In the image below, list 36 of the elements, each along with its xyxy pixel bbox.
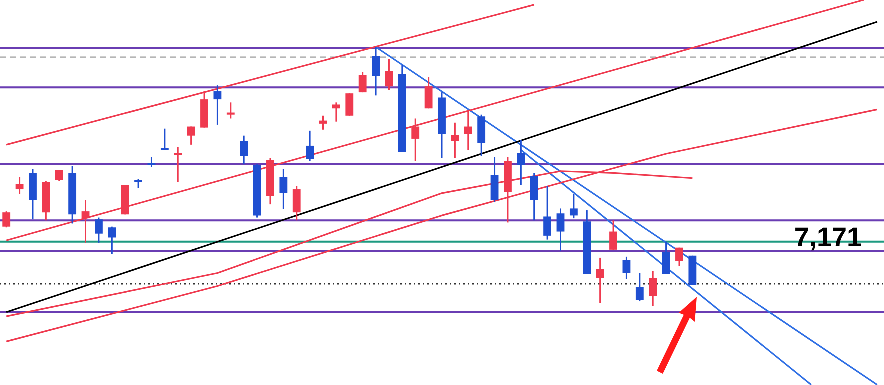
candlestick bbox=[292, 186, 301, 222]
candlestick bbox=[372, 46, 380, 96]
candlestick bbox=[346, 92, 354, 117]
candlestick bbox=[544, 186, 552, 241]
candlestick bbox=[556, 208, 565, 252]
candlestick bbox=[358, 72, 367, 94]
candlestick bbox=[464, 110, 472, 151]
candlestick bbox=[570, 194, 578, 220]
candlestick bbox=[214, 84, 222, 126]
candlestick bbox=[108, 226, 116, 255]
candlestick bbox=[134, 178, 142, 190]
candlestick bbox=[451, 122, 460, 159]
candlestick bbox=[160, 128, 169, 151]
candlestick bbox=[94, 217, 103, 244]
candlestick bbox=[187, 126, 196, 146]
candlestick bbox=[649, 270, 658, 308]
candlestick bbox=[676, 247, 684, 267]
candlestick bbox=[319, 115, 328, 131]
candlestick bbox=[174, 146, 182, 184]
candlestick bbox=[636, 272, 644, 302]
candlestick bbox=[332, 102, 340, 123]
candlestick bbox=[240, 135, 248, 165]
candlestick bbox=[16, 176, 24, 196]
candlestick bbox=[306, 130, 314, 162]
candlestick bbox=[610, 220, 618, 251]
candlestick bbox=[424, 76, 433, 110]
candlestick bbox=[622, 256, 631, 280]
candlestick bbox=[596, 257, 604, 304]
candlestick bbox=[2, 210, 11, 228]
candlestick bbox=[517, 139, 526, 186]
candlestick bbox=[385, 58, 394, 92]
candlestick bbox=[662, 241, 670, 275]
candlestick bbox=[226, 102, 235, 120]
candlestick bbox=[148, 156, 156, 168]
candlestick bbox=[412, 118, 420, 162]
candlestick bbox=[280, 168, 288, 210]
